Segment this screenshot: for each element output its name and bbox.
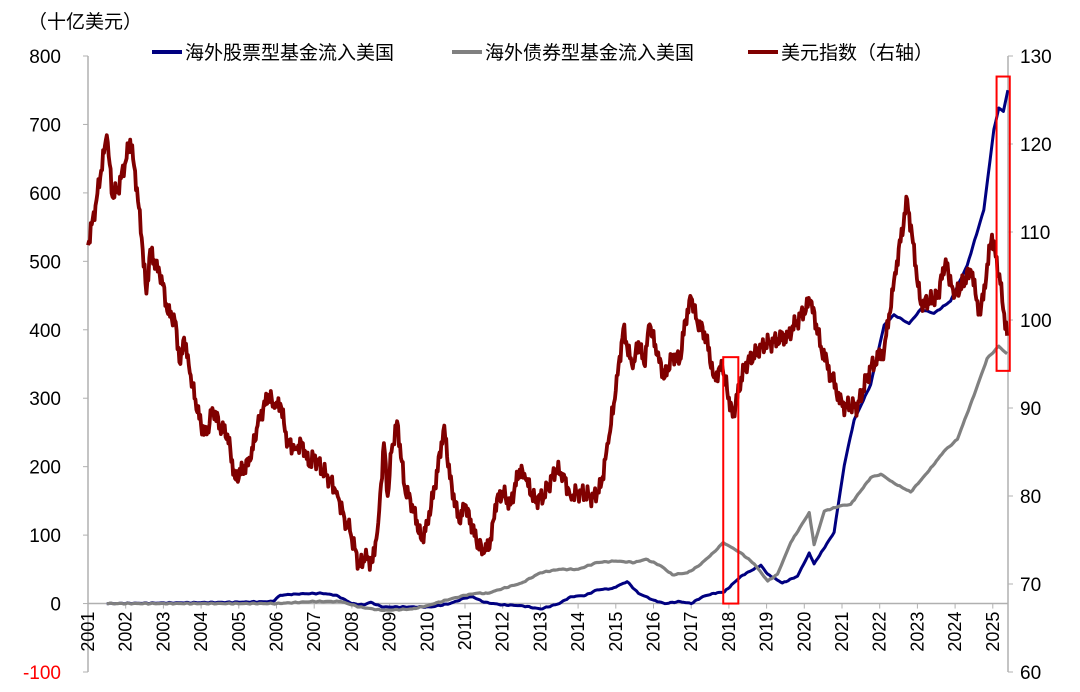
unit-label: （十亿美元） xyxy=(28,11,142,33)
left-tick-label: 0 xyxy=(50,595,61,616)
right-tick-label: 120 xyxy=(1020,135,1052,156)
x-tick-label: 2017 xyxy=(681,612,701,652)
highlight-box-2 xyxy=(995,75,1011,372)
left-tick-label: 100 xyxy=(29,526,61,547)
legend: 海外股票型基金流入美国 海外债券型基金流入美国 美元指数（右轴） xyxy=(152,42,933,64)
series-line-3 xyxy=(86,133,1009,572)
x-tick-label: 2015 xyxy=(606,612,626,652)
right-tick-label: 110 xyxy=(1020,223,1050,244)
x-tick-label: 2013 xyxy=(530,612,550,652)
series-line-1 xyxy=(106,89,1010,611)
left-tick-label: 300 xyxy=(29,389,61,410)
left-tick-label: 700 xyxy=(29,115,61,136)
x-tick-label: 2018 xyxy=(719,612,739,652)
left-tick-label: -100 xyxy=(23,663,61,684)
x-tick-label: 2008 xyxy=(342,612,362,652)
legend-label-2: 海外债券型基金流入美国 xyxy=(485,42,694,64)
left-tick-label: 400 xyxy=(29,321,61,342)
x-tick-label: 2019 xyxy=(757,612,777,652)
axes: 800 700 600 500 400 300 200 100 0 -100 130 120 110 10… xyxy=(23,47,1052,684)
highlight-layer xyxy=(722,75,1011,605)
series-layer xyxy=(86,89,1010,613)
x-tick-label: 2014 xyxy=(568,612,588,652)
x-tick-label: 2009 xyxy=(380,612,400,652)
x-tick-label: 2022 xyxy=(870,612,890,652)
left-tick-label: 800 xyxy=(29,47,61,68)
right-tick-label: 130 xyxy=(1020,47,1052,68)
left-tick-label: 200 xyxy=(29,458,61,479)
legend-label-3: 美元指数（右轴） xyxy=(781,42,933,64)
x-tick-label: 2023 xyxy=(907,612,927,652)
right-tick-label: 60 xyxy=(1020,663,1041,684)
x-tick-label: 2010 xyxy=(417,612,437,652)
x-tick-label: 2004 xyxy=(191,612,211,652)
left-tick-label: 600 xyxy=(29,184,61,205)
x-tick-label: 2006 xyxy=(267,612,287,652)
x-tick-label: 2025 xyxy=(983,612,1003,652)
x-tick-label: 2005 xyxy=(229,612,249,652)
right-tick-label: 80 xyxy=(1020,487,1041,508)
right-tick-label: 70 xyxy=(1020,575,1041,596)
x-tick-label: 2003 xyxy=(153,612,173,652)
x-tick-label: 2001 xyxy=(78,612,98,652)
x-tick-label: 2020 xyxy=(794,612,814,652)
right-tick-label: 90 xyxy=(1020,399,1041,420)
legend-label-1: 海外股票型基金流入美国 xyxy=(185,42,394,64)
x-tick-label: 2016 xyxy=(644,612,664,652)
x-tick-label: 2021 xyxy=(832,612,852,652)
x-tick-label: 2012 xyxy=(493,612,513,652)
right-tick-label: 100 xyxy=(1020,311,1052,332)
x-tick-label: 2024 xyxy=(945,612,965,652)
x-tick-label: 2007 xyxy=(304,612,324,652)
highlight-box-1 xyxy=(722,356,740,605)
x-tick-label: 2002 xyxy=(116,612,136,652)
series-line-2 xyxy=(106,344,1009,613)
left-tick-label: 500 xyxy=(29,252,61,273)
x-tick-label: 2011 xyxy=(455,612,475,651)
